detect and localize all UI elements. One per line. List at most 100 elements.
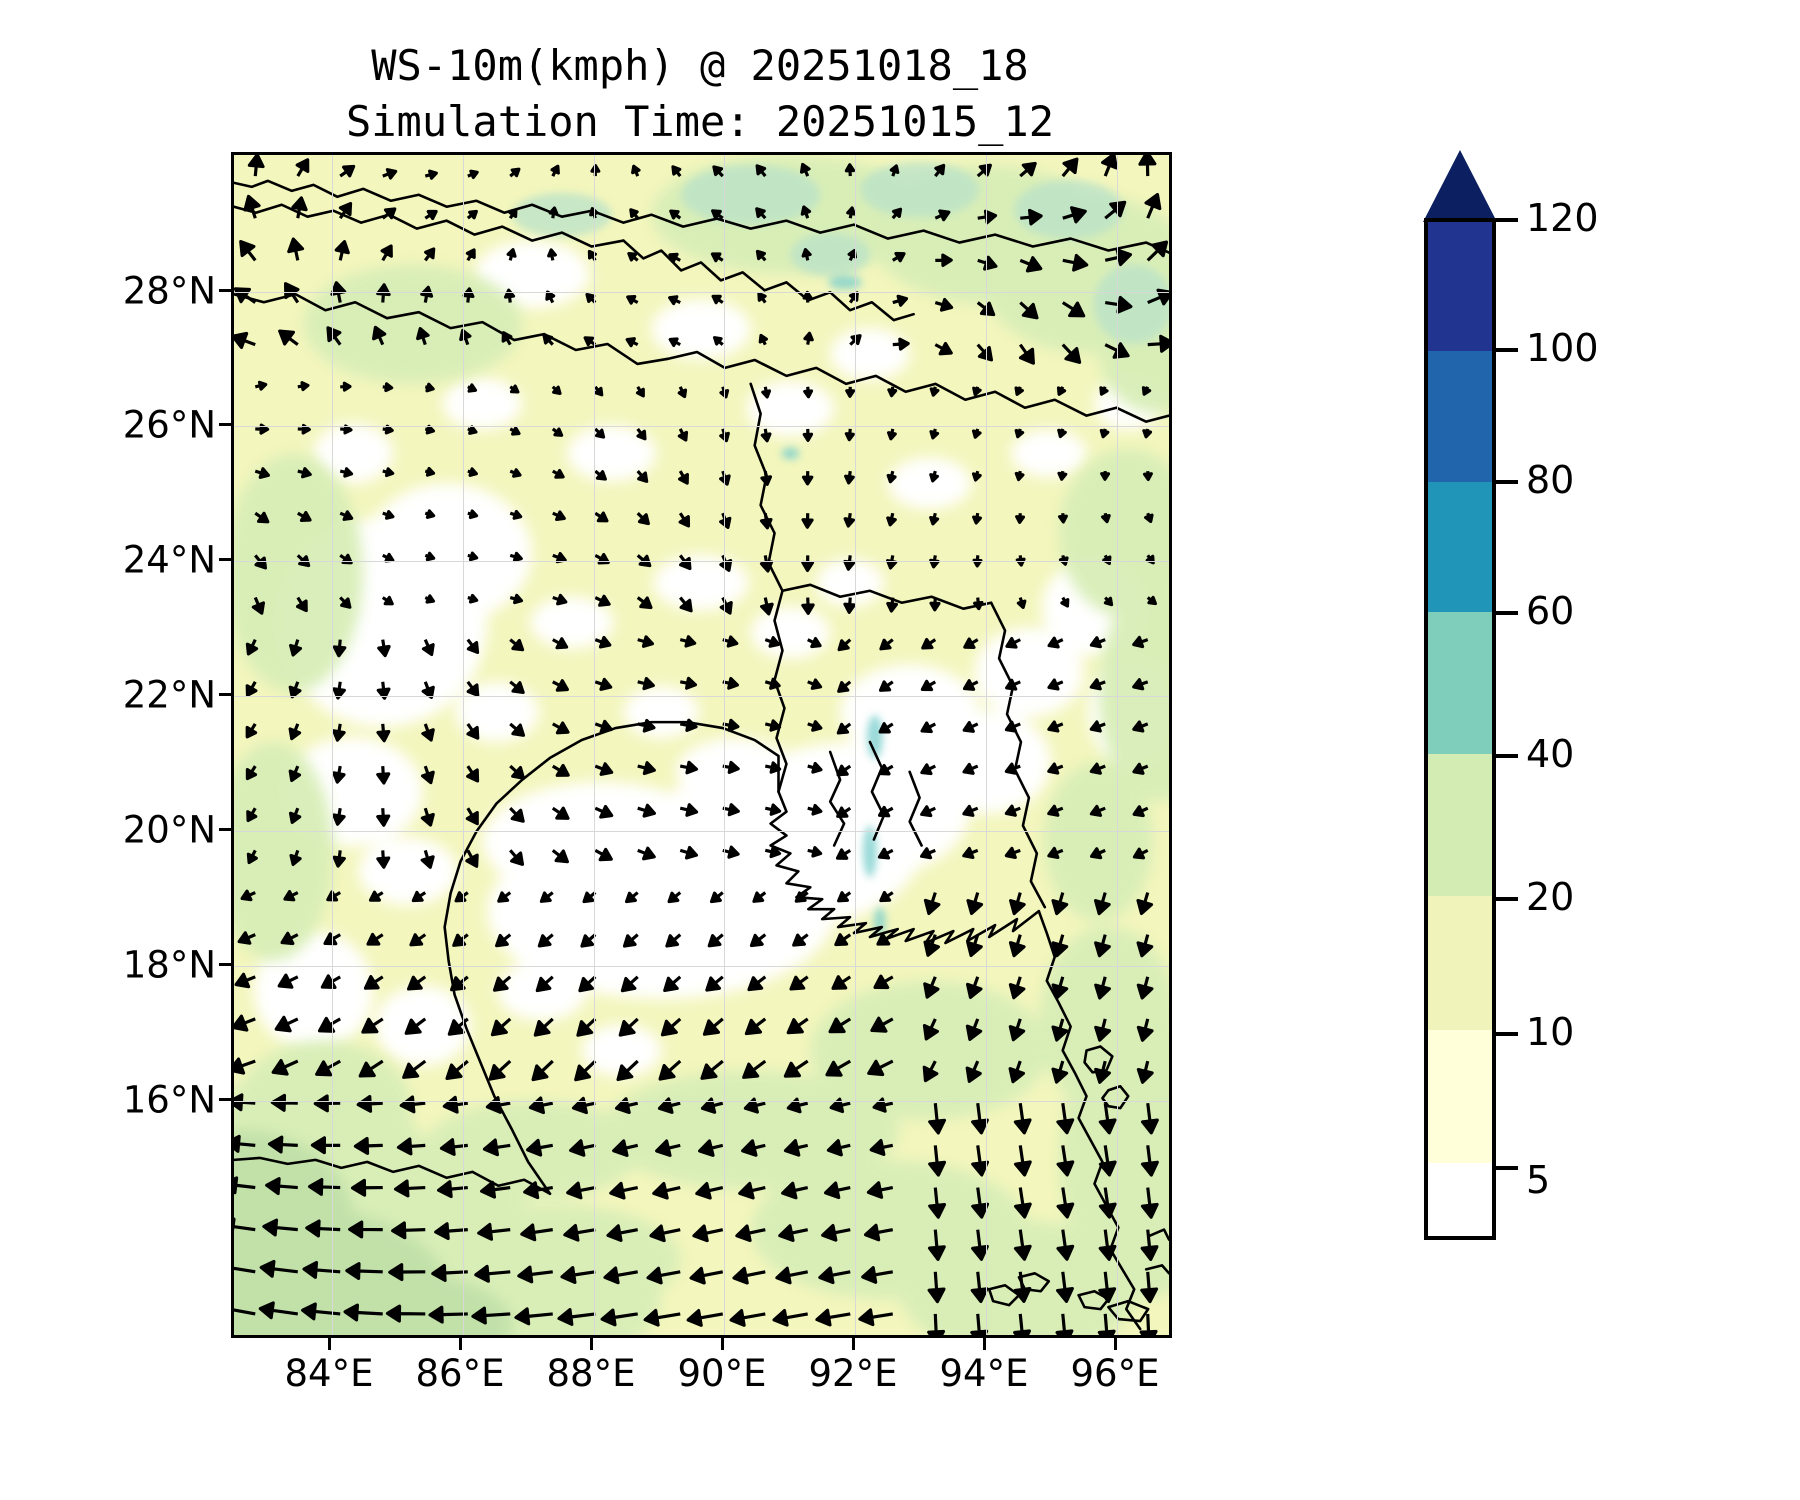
wind-arrow xyxy=(363,975,384,990)
wind-arrow xyxy=(594,804,614,819)
wind-arrow xyxy=(962,846,979,860)
wind-arrow xyxy=(1057,470,1068,481)
wind-arrow xyxy=(551,468,565,479)
wind-arrow xyxy=(234,1057,256,1075)
wind-arrow xyxy=(1136,1060,1154,1084)
wind-arrow xyxy=(692,1224,724,1243)
colorbar-band xyxy=(1428,1029,1492,1163)
wind-arrow xyxy=(665,933,682,948)
wind-arrow xyxy=(922,1060,939,1083)
wind-arrow xyxy=(618,1017,639,1037)
wind-arrow xyxy=(759,512,773,530)
wind-arrow xyxy=(1132,635,1149,649)
wind-arrow xyxy=(467,425,478,435)
wind-arrow xyxy=(1015,513,1026,524)
wind-arrow xyxy=(966,892,984,916)
wind-arrow xyxy=(655,1139,681,1158)
wind-arrow xyxy=(551,763,570,777)
wind-arrow xyxy=(1019,256,1043,273)
wind-arrow xyxy=(402,1059,427,1079)
wind-arrow xyxy=(920,679,937,692)
wind-arrow xyxy=(350,1178,383,1197)
wind-arrow xyxy=(552,637,569,650)
wind-arrow xyxy=(891,251,906,263)
y-axis-tick xyxy=(219,693,231,696)
wind-arrow xyxy=(889,164,900,177)
wind-arrow xyxy=(807,846,823,858)
wind-arrow xyxy=(533,1017,554,1037)
wind-arrow xyxy=(421,681,435,699)
wind-arrow xyxy=(807,720,823,732)
wind-arrow xyxy=(377,639,391,658)
colorbar-tick-label: 20 xyxy=(1526,875,1575,919)
wind-arrow xyxy=(466,638,480,654)
wind-arrow xyxy=(843,597,857,614)
y-axis-tick-label: 20°N xyxy=(122,808,216,852)
wind-arrow xyxy=(445,1059,469,1080)
wind-arrow xyxy=(637,803,656,818)
map-plot-area[interactable] xyxy=(231,152,1172,1338)
wind-arrow xyxy=(594,762,614,776)
wind-arrow xyxy=(710,252,724,263)
wind-arrow xyxy=(1005,636,1021,649)
wind-arrow xyxy=(551,385,562,395)
colorbar-tick xyxy=(1496,348,1518,352)
wind-arrow xyxy=(752,891,767,903)
wind-arrow xyxy=(246,807,258,823)
wind-arrow xyxy=(1061,343,1082,364)
colorbar[interactable] xyxy=(1423,150,1497,1240)
y-axis-tick-label: 16°N xyxy=(122,1078,216,1122)
wind-arrow xyxy=(467,383,478,393)
wind-arrow xyxy=(764,845,782,859)
wind-arrow xyxy=(821,1223,851,1242)
wind-arrow xyxy=(705,975,724,992)
wind-arrow xyxy=(1103,596,1114,607)
wind-arrow xyxy=(1062,206,1087,224)
wind-arrow xyxy=(1018,343,1035,365)
wind-arrow xyxy=(668,252,681,263)
colorbar-band xyxy=(1428,222,1492,351)
wind-arrow xyxy=(509,680,525,694)
wind-arrow xyxy=(807,678,823,690)
wind-arrow xyxy=(636,470,649,483)
wind-arrow xyxy=(1047,846,1064,860)
wind-arrow xyxy=(929,386,940,397)
wind-arrow xyxy=(523,1181,554,1200)
wind-arrow xyxy=(296,554,311,568)
gridline-vertical xyxy=(724,155,725,1335)
colorbar-tick xyxy=(1496,897,1518,901)
wind-arrow xyxy=(722,760,740,774)
wind-arrow xyxy=(741,1139,766,1157)
wind-arrow xyxy=(1094,1060,1111,1084)
wind-arrow xyxy=(831,975,852,990)
wind-arrow xyxy=(825,1059,852,1077)
wind-arrow xyxy=(259,1259,298,1278)
wind-arrow xyxy=(1051,1060,1069,1084)
wind-arrow xyxy=(552,593,568,606)
wind-arrow xyxy=(972,512,983,525)
wind-arrow xyxy=(289,639,303,657)
wind-arrow xyxy=(1004,762,1021,775)
wind-arrow xyxy=(243,194,261,219)
wind-arrow xyxy=(803,331,814,345)
wind-arrow xyxy=(391,1221,426,1240)
x-axis-tick-label: 90°E xyxy=(677,1352,767,1395)
wind-arrow xyxy=(1013,1145,1032,1177)
wind-arrow xyxy=(385,1304,426,1323)
wind-arrow xyxy=(421,639,435,657)
wind-arrow xyxy=(1008,1060,1026,1084)
wind-arrow xyxy=(843,555,856,571)
wind-arrow xyxy=(271,1059,299,1076)
wind-arrow xyxy=(508,208,518,220)
wind-arrow xyxy=(245,765,258,781)
wind-arrow xyxy=(837,638,852,652)
wind-arrow xyxy=(295,158,310,177)
gridline-horizontal xyxy=(234,1101,1169,1102)
wind-arrow xyxy=(711,294,724,305)
wind-arrow xyxy=(509,167,521,178)
wind-arrow xyxy=(278,329,299,346)
wind-arrow xyxy=(332,723,346,742)
wind-arrow xyxy=(1009,892,1026,916)
wind-arrow xyxy=(965,1060,982,1083)
